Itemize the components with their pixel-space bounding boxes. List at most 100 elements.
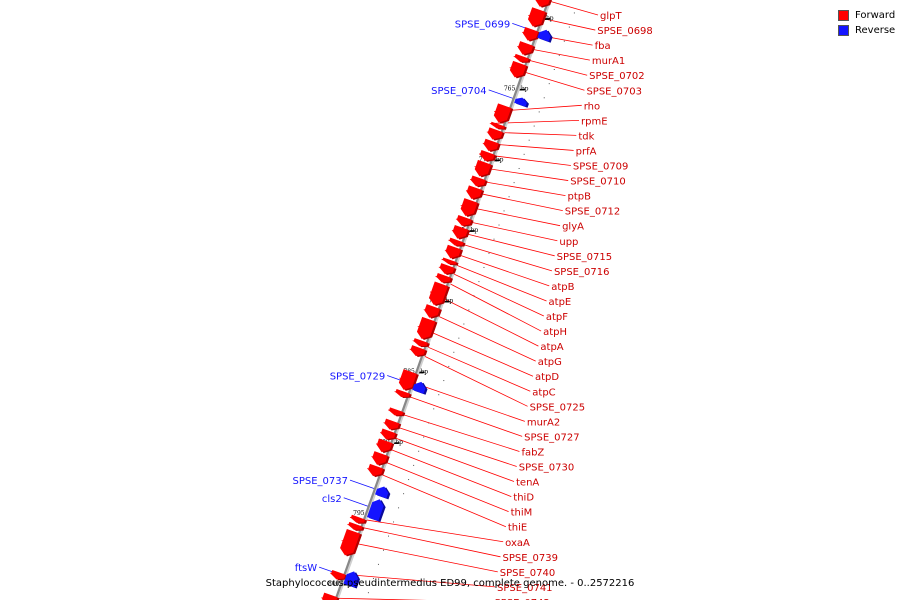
gene-label-SPSE_0727: SPSE_0727	[524, 432, 580, 443]
gene-glyA	[460, 198, 480, 217]
gene-arrow	[487, 127, 503, 140]
gene-arrow	[474, 159, 492, 177]
gene-label-SPSE_0709: SPSE_0709	[573, 162, 629, 173]
gene-label-glyA: glyA	[562, 222, 584, 233]
gene-label-atpG: atpG	[538, 357, 562, 368]
gene-atpF	[439, 263, 457, 275]
gene-label-SPSE_0730: SPSE_0730	[519, 463, 575, 474]
gene-atpC	[413, 338, 430, 348]
gene-SPSE_0730	[384, 418, 402, 431]
kbp-dot	[377, 563, 379, 565]
leader-oxaA	[349, 516, 504, 543]
gene-label-SPSE_0715: SPSE_0715	[557, 252, 613, 263]
legend-label-forward: Forward	[855, 10, 896, 21]
gene-arrow	[330, 569, 346, 580]
gene-label-SPSE_0699: SPSE_0699	[455, 19, 511, 30]
gene-label-fba: fba	[595, 41, 611, 52]
kbp-dot	[408, 479, 410, 481]
gene-label-thiD: thiD	[513, 493, 534, 504]
kbp-dot	[458, 337, 460, 339]
gene-SPSE_0712	[466, 185, 485, 201]
gene-SPSE_0709	[479, 150, 497, 162]
gene-arrow	[452, 224, 469, 239]
kbp-dot	[367, 592, 369, 594]
gene-label-SPSE_0742: SPSE_0742	[494, 598, 550, 600]
leader-glpT	[543, 0, 599, 16]
kbp-dot	[463, 323, 465, 325]
kbp-dot	[518, 167, 520, 169]
gene-label-murA2: murA2	[527, 417, 560, 428]
gene-rpmE	[490, 121, 507, 130]
gene-arrow	[384, 418, 400, 430]
gene-label-atpD: atpD	[535, 372, 559, 383]
gene-SPSE_0739	[348, 521, 365, 531]
leader-tenA	[379, 432, 515, 482]
kbp-dot	[403, 493, 405, 495]
kbp-dot	[503, 210, 505, 212]
gene-arrow	[449, 237, 464, 246]
gene-arrow	[442, 257, 457, 265]
leader-SPSE_0730	[383, 422, 517, 467]
gene-label-SPSE_0702: SPSE_0702	[589, 71, 645, 82]
legend: Forward Reverse	[838, 8, 895, 38]
leader-SPSE_0716	[448, 239, 553, 272]
gene-arrow	[410, 345, 426, 356]
gene-atpD	[416, 316, 438, 340]
gene-arrow	[527, 7, 546, 27]
gene-label-atpA: atpA	[540, 342, 563, 353]
kbp-dot	[538, 111, 540, 113]
gene-fba	[522, 26, 541, 42]
gene-SPSE_0742	[322, 592, 340, 600]
gene-arrow	[395, 388, 410, 397]
gene-atpG	[424, 304, 442, 319]
gene-ptpB	[470, 175, 488, 188]
gene-SPSE_0715	[452, 224, 471, 240]
gene-arrow	[445, 244, 462, 259]
kbp-dot	[388, 535, 390, 537]
gene-SPSE_0703	[509, 60, 529, 79]
leader-SPSE_0715	[451, 229, 555, 257]
leader-atpH	[435, 275, 542, 332]
gene-tdk	[487, 127, 505, 141]
kbp-dot	[563, 40, 565, 42]
kbp-dot	[513, 182, 515, 184]
kbp-dot	[382, 549, 384, 551]
forward-swatch	[838, 10, 849, 21]
gene-arrow	[416, 316, 436, 339]
gene-arrow	[514, 97, 527, 107]
kbp-dot	[418, 450, 420, 452]
gene-label-atpF: atpF	[546, 312, 568, 323]
kbp-dot	[413, 464, 415, 466]
kbp-dot	[443, 380, 445, 382]
gene-arrow	[479, 150, 495, 161]
leader-SPSE_0727	[394, 391, 523, 437]
leader-atpD	[417, 326, 534, 377]
gene-tenA	[380, 428, 398, 441]
gene-arrow	[456, 215, 472, 226]
gene-label-ptpB: ptpB	[567, 192, 591, 203]
gene-label-murA1: murA1	[592, 56, 625, 67]
gene-thiM	[372, 451, 390, 466]
gene-label-atpE: atpE	[549, 297, 572, 308]
gene-arrow	[439, 263, 455, 274]
gene-arrow	[376, 438, 393, 453]
gene-label-rho: rho	[584, 101, 600, 112]
leader-thiD	[375, 443, 512, 497]
leader-SPSE_0725	[409, 348, 528, 407]
kbp-dot	[438, 394, 440, 396]
leader-atpA	[429, 291, 539, 347]
gene-label-SPSE_0698: SPSE_0698	[597, 26, 653, 37]
legend-label-reverse: Reverse	[855, 25, 896, 36]
gene-atpE	[442, 257, 459, 266]
kbp-dot	[483, 266, 485, 268]
leader-thiE	[367, 468, 507, 528]
leader-fabZ	[387, 409, 520, 452]
gene-SPSE_0710	[474, 159, 494, 178]
gene-arrow	[343, 571, 358, 588]
kbp-dot	[372, 578, 374, 580]
gene-label-tenA: tenA	[516, 478, 539, 489]
gene-label-SPSE_0725: SPSE_0725	[530, 402, 586, 413]
gene-label-SPSE_0740: SPSE_0740	[500, 568, 555, 579]
leader-atpF	[438, 266, 544, 317]
